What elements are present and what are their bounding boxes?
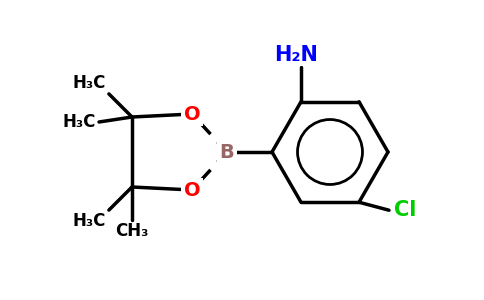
Text: O: O [184,104,200,124]
Text: CH₃: CH₃ [115,222,149,240]
Text: H₃C: H₃C [62,113,96,131]
Text: B: B [220,142,234,161]
Text: H₃C: H₃C [73,74,106,92]
Text: H₂N: H₂N [274,45,318,65]
Text: O: O [184,181,200,200]
Text: H₃C: H₃C [73,212,106,230]
Text: Cl: Cl [394,200,416,220]
